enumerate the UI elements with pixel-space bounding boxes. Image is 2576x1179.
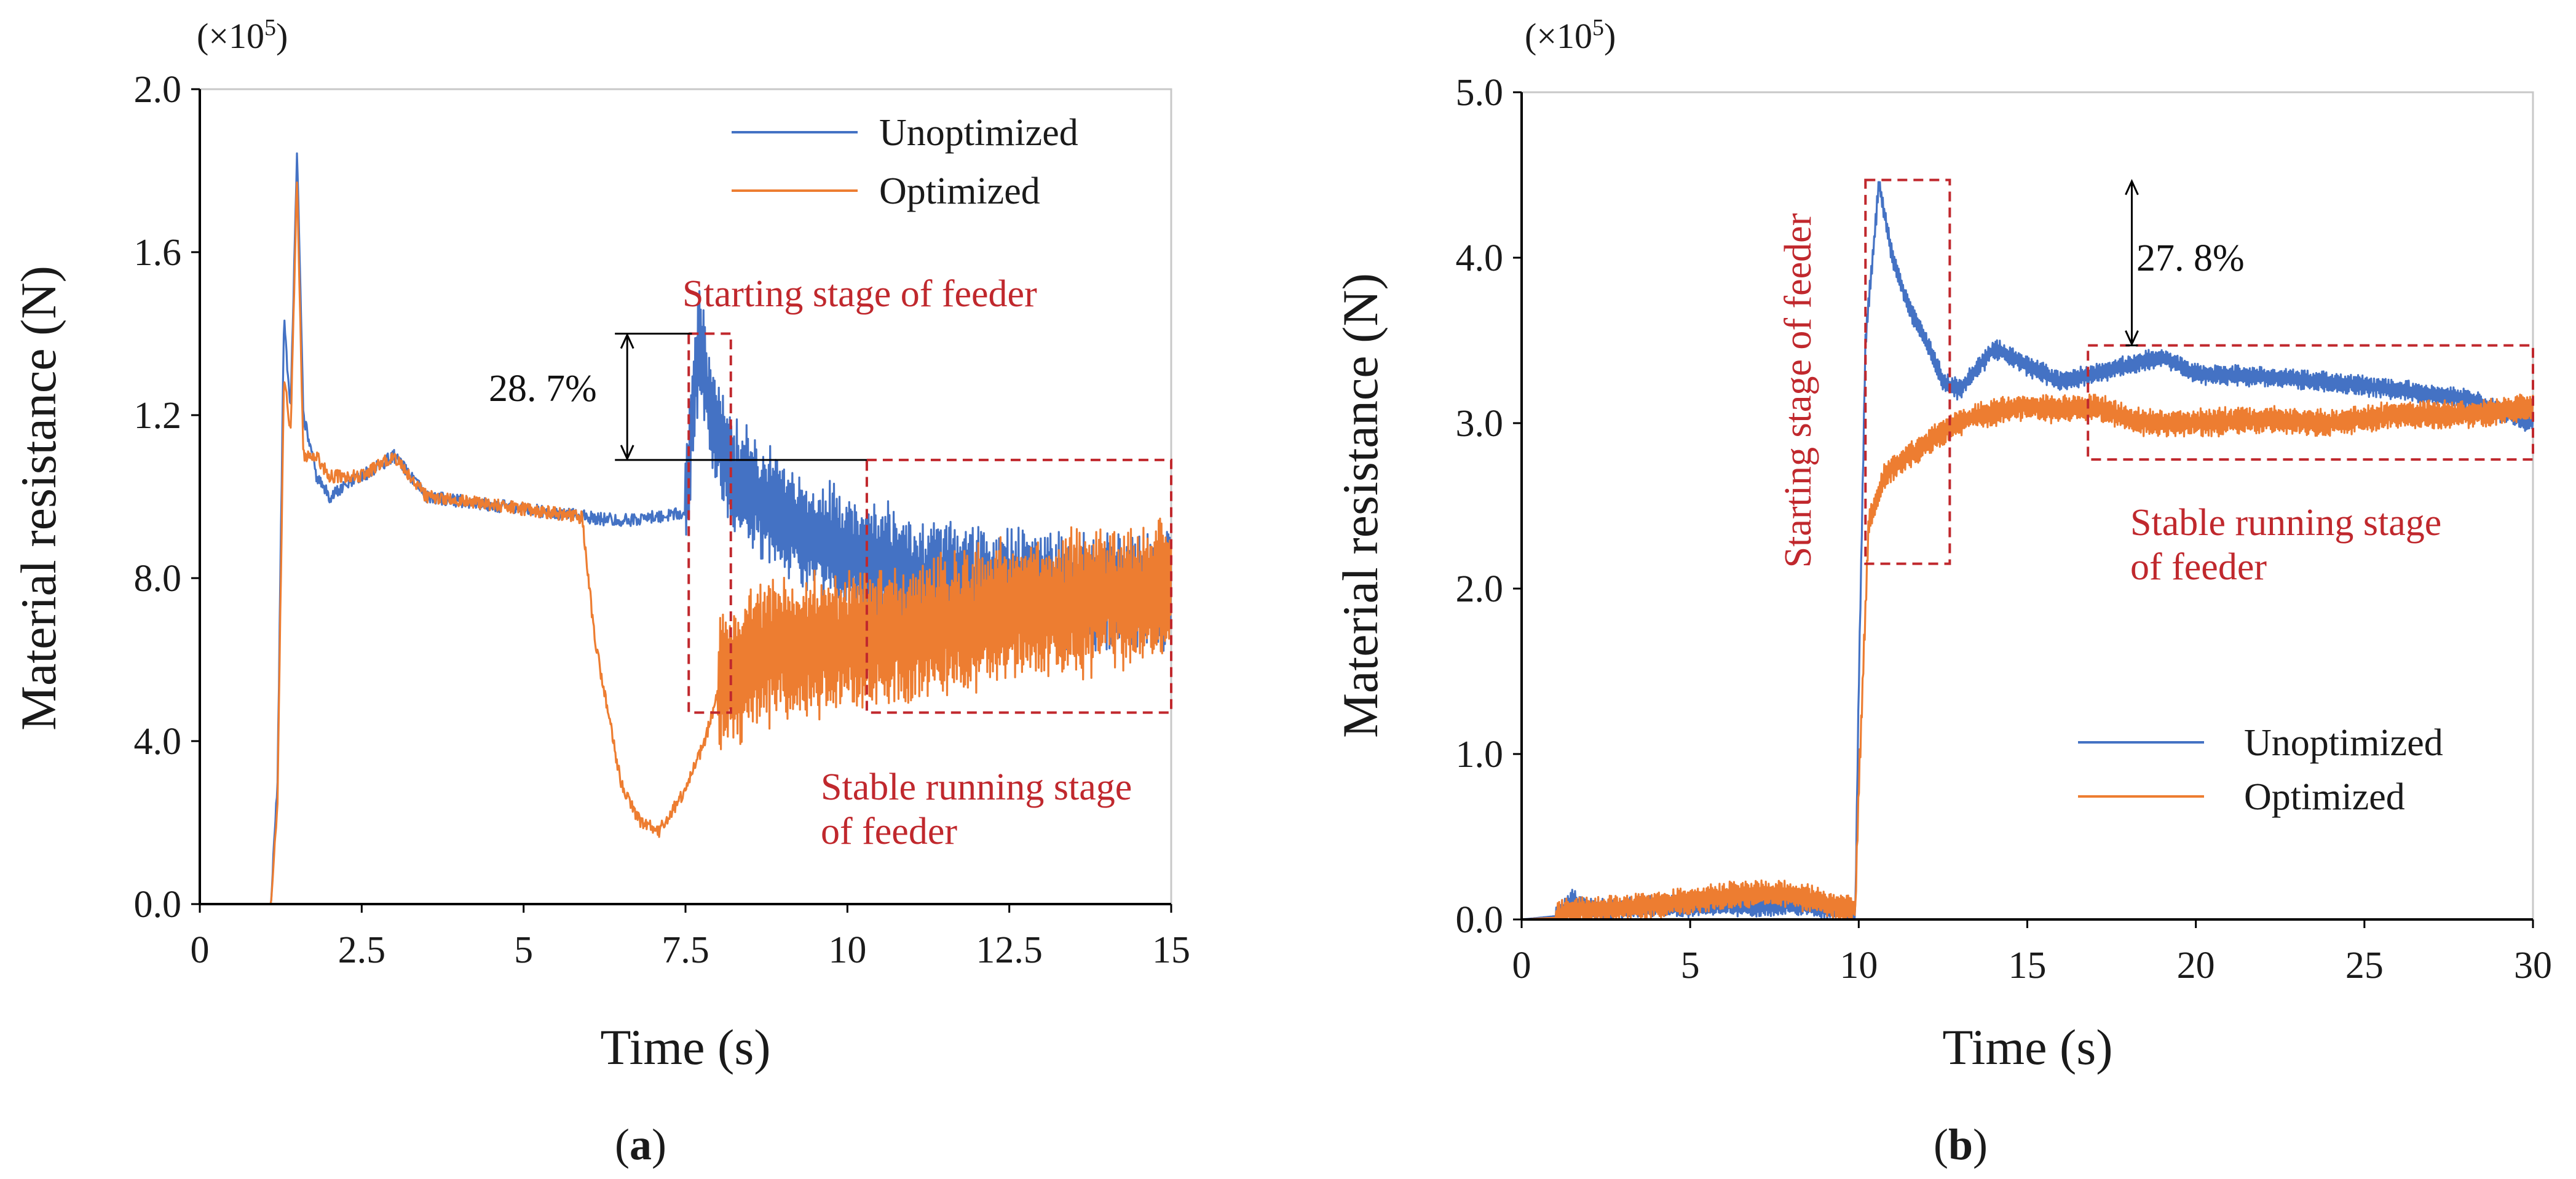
reduction-label-a: 28. 7% <box>489 368 597 410</box>
starting-stage-label-b: Starting stage of feeder <box>1777 213 1819 568</box>
y-tick-label: 4.0 <box>1456 237 1504 279</box>
y-tick-label: 4.0 <box>134 721 182 763</box>
tick-layer-a: 0 2.5 5 7.5 10 12.5 15 0.0 4.0 8.0 1.2 1.6 2.0 <box>134 69 1191 971</box>
y-tick-label: 1.2 <box>134 395 182 437</box>
y-tick-label: 2.0 <box>1456 568 1504 610</box>
x-tick-label: 0 <box>191 929 210 971</box>
x-tick-label: 12.5 <box>976 929 1043 971</box>
x-tick-label: 0 <box>1512 945 1531 986</box>
panel-caption-a: (a) <box>615 1120 666 1169</box>
y-tick-label: 2.0 <box>134 69 182 111</box>
stable-stage-label-a-line2: of feeder <box>821 811 957 852</box>
start-box-b <box>1864 178 1951 565</box>
series-layer-b <box>1521 181 2534 921</box>
legend-a: Unoptimized Optimized <box>732 112 1078 212</box>
legend-label-optimized-b: Optimized <box>2244 776 2405 818</box>
stable-box-a <box>865 458 1173 714</box>
chart-panel-a: (×105) 0 2.5 5 7.5 10 12.5 15 0.0 4.0 8.0 1.2 1.6 2.… <box>10 15 1190 1169</box>
x-tick-label: 10 <box>828 929 866 971</box>
series-line-optimized <box>199 181 1172 905</box>
y-tick-label: 1.6 <box>134 232 182 274</box>
stable-stage-label-b-line2: of feeder <box>2130 546 2267 588</box>
x-tick-label: 2.5 <box>338 929 386 971</box>
arrow-head-up-b <box>2125 178 2139 196</box>
annotation-layer-a <box>615 332 1173 714</box>
y-axis-label-b: Material resistance (N) <box>1332 273 1388 738</box>
arrow-head-down-a <box>620 445 634 461</box>
start-box-a <box>687 332 732 714</box>
starting-stage-label-a: Starting stage of feeder <box>682 273 1037 315</box>
x-axis-label-a: Time (s) <box>600 1019 770 1075</box>
x-tick-label: 5 <box>1681 945 1700 986</box>
x-tick-label: 30 <box>2514 945 2552 986</box>
y-multiplier-b: (×105) <box>1525 15 1616 56</box>
y-tick-label: 0.0 <box>134 884 182 926</box>
series-line-optimized <box>1521 393 2534 921</box>
x-tick-label: 10 <box>1839 945 1878 986</box>
stable-stage-label-a-line1: Stable running stage <box>821 766 1132 808</box>
legend-label-unoptimized-b: Unoptimized <box>2244 722 2443 764</box>
x-tick-label: 15 <box>2009 945 2047 986</box>
stable-box-b <box>2087 344 2534 461</box>
y-multiplier-a: (×105) <box>197 15 288 56</box>
legend-b: Unoptimized Optimized <box>2078 722 2443 818</box>
reduction-label-b: 27. 8% <box>2136 237 2245 279</box>
chart-panel-b: (×105) 0 5 10 15 20 25 30 0.0 1.0 2.0 3.0 4.0 5.0 Ti… <box>1332 15 2552 1169</box>
x-axis-label-b: Time (s) <box>1942 1019 2112 1075</box>
annotation-layer-b <box>1864 178 2534 565</box>
x-tick-label: 7.5 <box>662 929 709 971</box>
x-tick-label: 5 <box>514 929 533 971</box>
y-axis-label-a: Material resistance (N) <box>10 266 66 731</box>
y-tick-label: 5.0 <box>1456 72 1504 114</box>
y-tick-label: 8.0 <box>134 558 182 600</box>
series-layer-a <box>199 152 1172 905</box>
x-tick-label: 15 <box>1152 929 1190 971</box>
legend-label-optimized-a: Optimized <box>879 170 1040 212</box>
panel-caption-b: (b) <box>1934 1120 1988 1169</box>
arrow-head-up-a <box>620 332 634 349</box>
y-tick-label: 0.0 <box>1456 899 1504 941</box>
stable-stage-label-b-line1: Stable running stage <box>2130 502 2441 544</box>
legend-label-unoptimized-a: Unoptimized <box>879 112 1078 154</box>
x-tick-label: 20 <box>2177 945 2215 986</box>
y-tick-label: 3.0 <box>1456 403 1504 445</box>
y-tick-label: 1.0 <box>1456 734 1504 776</box>
arrow-head-down-b <box>2125 330 2139 347</box>
tick-layer-b: 0 5 10 15 20 25 30 0.0 1.0 2.0 3.0 4.0 5.0 <box>1456 72 2553 986</box>
x-tick-label: 25 <box>2345 945 2384 986</box>
